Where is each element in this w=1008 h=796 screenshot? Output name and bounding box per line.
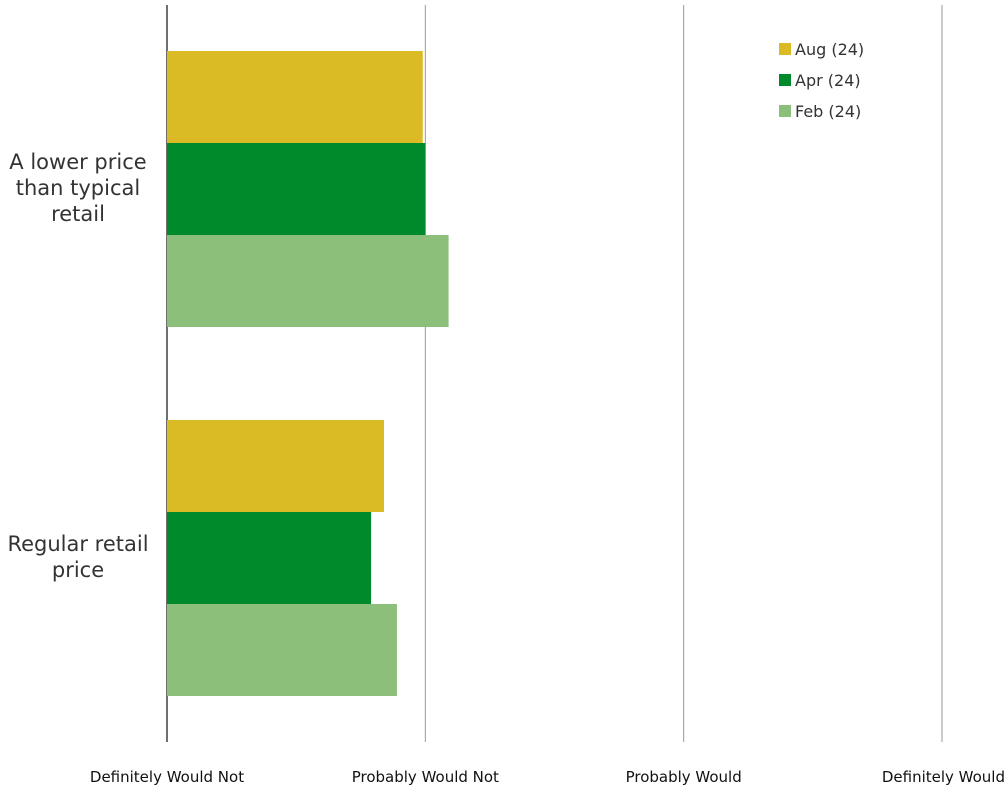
bar: [167, 604, 397, 696]
category-label: A lower price than typical retail: [9, 150, 146, 226]
category-label: Regular retail price: [7, 532, 148, 582]
legend-swatch: [779, 43, 791, 55]
x-tick-label: Probably Would Not: [352, 768, 499, 786]
category-label-line: Regular retail: [7, 532, 148, 556]
x-tick-label: Definitely Would Not: [90, 768, 244, 786]
bar: [167, 51, 423, 143]
category-label-line: retail: [51, 202, 105, 226]
category-label-line: price: [52, 558, 104, 582]
legend-label: Apr (24): [795, 71, 861, 90]
legend-swatch: [779, 74, 791, 86]
x-tick-label: Probably Would: [626, 768, 742, 786]
bar: [167, 143, 426, 235]
legend-swatch: [779, 105, 791, 117]
legend-label: Aug (24): [795, 40, 864, 59]
bar: [167, 512, 372, 604]
legend-label: Feb (24): [795, 102, 861, 121]
x-tick-label: Definitely Would: [882, 768, 1005, 786]
bar: [167, 420, 384, 512]
category-label-line: than typical: [16, 176, 140, 200]
category-labels: A lower price than typical retail Regular r…: [7, 150, 148, 582]
legend: Aug (24) Apr (24) Feb (24): [779, 40, 864, 121]
bars: [167, 51, 449, 696]
x-tick-labels: Definitely Would Not Probably Would Not Pr…: [90, 768, 1005, 786]
bar: [167, 235, 449, 327]
category-label-line: A lower price: [9, 150, 146, 174]
